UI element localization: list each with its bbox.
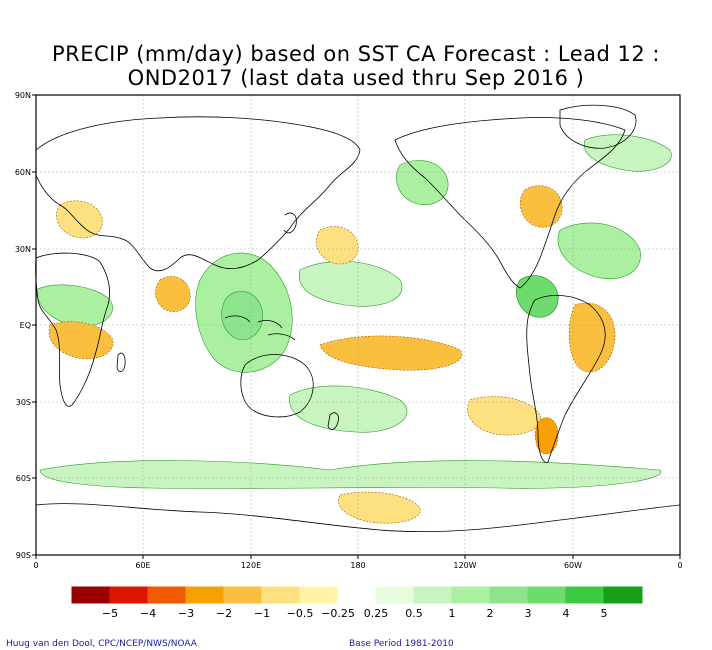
legend-swatch xyxy=(451,586,491,604)
legend-swatch xyxy=(223,586,263,604)
dry-patch-north-pacific xyxy=(316,226,359,265)
wet-patch-south-indian xyxy=(289,385,408,433)
lat-label-60s: 60S xyxy=(16,474,31,483)
lon-label-60w: 60W xyxy=(564,561,582,570)
dry-patch-north-america xyxy=(519,185,563,228)
legend-swatch xyxy=(565,586,605,604)
legend-labels: −5 −4 −3 −2 −1 −0.5 −0.25 0.25 0.5 1 2 3 4 5 xyxy=(102,607,608,620)
wet-patch-north-atlantic xyxy=(583,134,672,172)
dry-patch-indian xyxy=(155,276,191,312)
wet-patch-southern-ocean xyxy=(39,460,662,489)
coastline-australia xyxy=(240,354,314,418)
coastline-japan xyxy=(283,212,297,234)
legend-swatch xyxy=(337,586,377,604)
dry-patch-europe xyxy=(56,200,103,239)
lon-label-120w: 120W xyxy=(453,561,476,570)
coastlines xyxy=(35,104,681,533)
legend-label: −0.25 xyxy=(321,607,355,620)
legend-label: 1 xyxy=(449,607,456,620)
lon-label-60e: 60E xyxy=(135,561,150,570)
dry-patch-pacific-equator xyxy=(319,335,463,371)
dry-patch-africa-west xyxy=(48,321,114,360)
graticule xyxy=(36,95,680,555)
coastline-south-america xyxy=(526,295,606,463)
legend-label: 0.5 xyxy=(405,607,423,620)
legend-swatch xyxy=(413,586,453,604)
anomaly-patches xyxy=(35,134,672,524)
lat-label-90n: 90N xyxy=(15,91,31,100)
wet-patch-alaska xyxy=(396,160,449,206)
credit-author: Huug van den Dool, CPC/NCEP/NWS/NOAA xyxy=(6,639,197,649)
wet-patch-central-america xyxy=(516,275,559,318)
credit-base-period: Base Period 1981-2010 xyxy=(349,639,454,649)
legend-label: −1 xyxy=(254,607,270,620)
legend-swatch xyxy=(109,586,149,604)
wet-patch-atlantic-south xyxy=(557,222,641,280)
legend-label: −4 xyxy=(140,607,156,620)
lon-label-0-west: 0 xyxy=(33,561,38,570)
coastline-antarctica xyxy=(35,503,681,533)
legend-swatch xyxy=(261,586,301,604)
dry-patch-south-pacific xyxy=(467,396,541,436)
lon-label-0-east: 0 xyxy=(677,561,682,570)
lat-label-30n: 30N xyxy=(15,245,31,254)
lat-label-60n: 60N xyxy=(15,168,31,177)
lat-label-30s: 30S xyxy=(16,398,31,407)
coastline-africa xyxy=(35,252,110,407)
longitude-labels: 0 60E 120E 180 120W 60W 0 xyxy=(33,561,682,570)
precipitation-map: 90N 60N 30N EQ 30S 60S 90S 0 60E 120E 18… xyxy=(15,91,683,570)
dry-patch-south-america xyxy=(568,302,616,373)
lat-label-eq: EQ xyxy=(20,321,31,330)
legend-label: −3 xyxy=(178,607,194,620)
legend-swatch xyxy=(147,586,187,604)
legend-label: 0.25 xyxy=(364,607,389,620)
map-title-line-1: PRECIP (mm/day) based on SST CA Forecast… xyxy=(51,42,661,66)
legend-label: 4 xyxy=(563,607,570,620)
legend-label: −5 xyxy=(102,607,118,620)
lon-label-180: 180 xyxy=(350,561,365,570)
legend-swatch xyxy=(71,586,111,604)
latitude-labels: 90N 60N 30N EQ 30S 60S 90S xyxy=(15,91,31,560)
map-title-line-2: OND2017 (last data used thru Sep 2016 ) xyxy=(127,66,585,90)
dry-patch-argentina xyxy=(534,417,559,455)
legend-swatch xyxy=(375,586,415,604)
coastline-north-america xyxy=(394,117,626,289)
lon-label-120e: 120E xyxy=(241,561,261,570)
legend-swatch xyxy=(299,586,339,604)
legend-swatch xyxy=(185,586,225,604)
legend-label: 3 xyxy=(525,607,532,620)
legend-label: 2 xyxy=(487,607,494,620)
legend-swatch xyxy=(489,586,529,604)
color-legend: −5 −4 −3 −2 −1 −0.5 −0.25 0.25 0.5 1 2 3 4 5 xyxy=(71,586,643,620)
coastline-indonesia xyxy=(224,315,296,341)
coastline-madagascar xyxy=(116,352,126,372)
legend-swatches xyxy=(71,586,643,604)
dry-patch-southern-ocean xyxy=(338,491,421,524)
wet-patch-maritime xyxy=(221,291,263,340)
coastline-greenland xyxy=(559,104,637,149)
legend-label: −2 xyxy=(216,607,232,620)
wet-patch-atlantic-west xyxy=(35,284,113,327)
axis-ticks xyxy=(32,94,681,559)
legend-swatch xyxy=(603,586,643,604)
coastline-eurasia xyxy=(35,116,361,272)
legend-swatch xyxy=(527,586,567,604)
lat-label-90s: 90S xyxy=(16,551,31,560)
coastline-new-zealand xyxy=(327,412,339,430)
legend-label: −0.5 xyxy=(287,607,314,620)
legend-label: 5 xyxy=(601,607,608,620)
